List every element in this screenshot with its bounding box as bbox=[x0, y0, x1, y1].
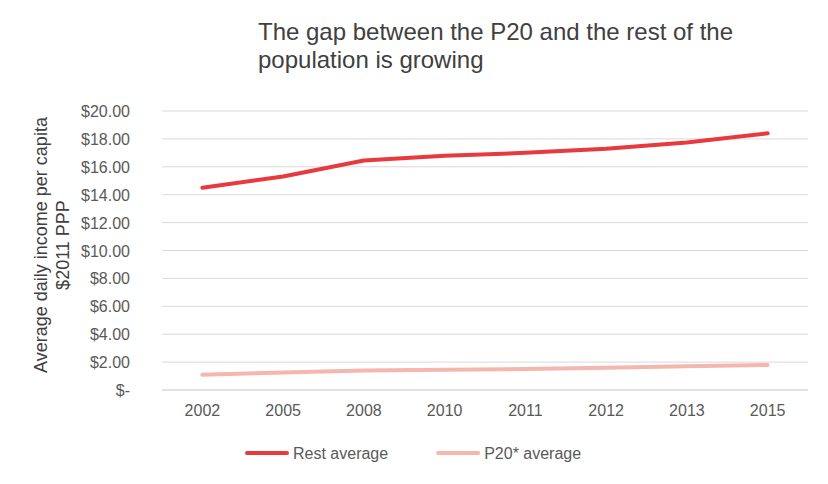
series-line bbox=[202, 133, 767, 187]
y-tick-label: $14.00 bbox=[81, 187, 130, 204]
legend-swatch bbox=[247, 451, 287, 455]
x-axis-line bbox=[162, 390, 808, 391]
y-tick-label: $12.00 bbox=[81, 215, 130, 232]
y-axis-label: Average daily income per capita $2011 PP… bbox=[30, 100, 74, 390]
grid-line bbox=[162, 111, 808, 112]
grid-line bbox=[162, 278, 808, 279]
legend-label: Rest average bbox=[293, 445, 388, 462]
x-tick-label: 2011 bbox=[508, 402, 543, 419]
y-tick-label: $16.00 bbox=[81, 159, 130, 176]
x-tick-label: 2005 bbox=[265, 402, 301, 419]
x-tick-label: 2013 bbox=[669, 402, 705, 419]
plot-area bbox=[202, 133, 767, 374]
chart-title: The gap between the P20 and the rest of … bbox=[258, 18, 824, 74]
grid-line bbox=[162, 250, 808, 251]
grid-line bbox=[162, 362, 808, 363]
y-tick-label: $6.00 bbox=[90, 298, 130, 315]
y-tick-label: $4.00 bbox=[90, 326, 130, 343]
x-tick-label: 2002 bbox=[185, 402, 221, 419]
y-tick-label: $2.00 bbox=[90, 354, 130, 371]
grid-line bbox=[162, 334, 808, 335]
grid-line bbox=[162, 222, 808, 223]
grid-line bbox=[162, 194, 808, 195]
x-tick-label: 2012 bbox=[588, 402, 624, 419]
series-line bbox=[202, 365, 767, 375]
y-tick-label: $8.00 bbox=[90, 270, 130, 287]
legend-swatch bbox=[438, 451, 478, 455]
grid-line bbox=[162, 306, 808, 307]
y-tick-label: $- bbox=[116, 382, 130, 399]
x-tick-label: 2010 bbox=[427, 402, 463, 419]
y-tick-label: $20.00 bbox=[81, 103, 130, 120]
y-tick-label: $18.00 bbox=[81, 131, 130, 148]
legend-label: P20* average bbox=[484, 445, 581, 462]
grid-line bbox=[162, 166, 808, 167]
y-tick-label: $10.00 bbox=[81, 243, 130, 260]
grid-line bbox=[162, 390, 808, 391]
x-tick-label: 2015 bbox=[750, 402, 786, 419]
x-tick-label: 2008 bbox=[346, 402, 382, 419]
